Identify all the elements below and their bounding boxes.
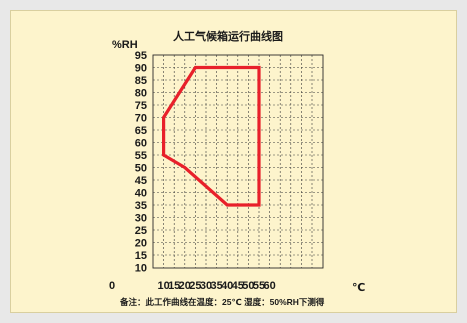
x-axis-label: ℃	[352, 282, 365, 294]
y-tick-label: 60	[135, 138, 147, 150]
y-tick-label: 15	[135, 250, 147, 262]
y-tick-label: 50	[135, 163, 147, 175]
x-tick-label: 0	[109, 280, 115, 292]
x-tick-label: 20	[179, 280, 191, 292]
y-tick-label: 75	[135, 100, 147, 112]
x-tick-label: 30	[200, 280, 212, 292]
y-tick-label: 10	[135, 263, 147, 275]
y-tick-label: 85	[135, 75, 147, 87]
y-tick-label: 55	[135, 150, 147, 162]
y-tick-label: 80	[135, 88, 147, 100]
x-tick-label: 60	[263, 280, 275, 292]
y-tick-label: 95	[135, 50, 147, 62]
x-tick-label: 10	[157, 280, 169, 292]
y-tick-label: 35	[135, 200, 147, 212]
x-tick-label: 15	[168, 280, 180, 292]
x-tick-label: 55	[253, 280, 265, 292]
operating-range-boundary	[162, 65, 261, 207]
x-tick-label: 45	[232, 280, 244, 292]
x-tick-label: 25	[189, 280, 201, 292]
plot-frame	[152, 54, 324, 269]
y-tick-label: 20	[135, 238, 147, 250]
y-axis-label: %RH	[112, 39, 138, 51]
y-tick-label: 25	[135, 225, 147, 237]
y-tick-label: 45	[135, 175, 147, 187]
series-layer	[162, 65, 261, 207]
y-tick-label: 30	[135, 213, 147, 225]
x-tick-label: 40	[221, 280, 233, 292]
y-tick-label: 70	[135, 113, 147, 125]
x-tick-label: 50	[242, 280, 254, 292]
y-tick-label: 40	[135, 188, 147, 200]
chart-note: 备注：此工作曲线在温度：25℃ 湿度：50%RH下测得	[119, 297, 325, 307]
y-tick-label: 65	[135, 125, 147, 137]
grid	[153, 55, 323, 268]
y-tick-label: 90	[135, 63, 147, 75]
x-tick-label: 35	[210, 280, 222, 292]
chart-title: 人工气候箱运行曲线图	[173, 29, 283, 43]
plot-border	[152, 54, 324, 269]
chart-panel	[10, 10, 457, 313]
